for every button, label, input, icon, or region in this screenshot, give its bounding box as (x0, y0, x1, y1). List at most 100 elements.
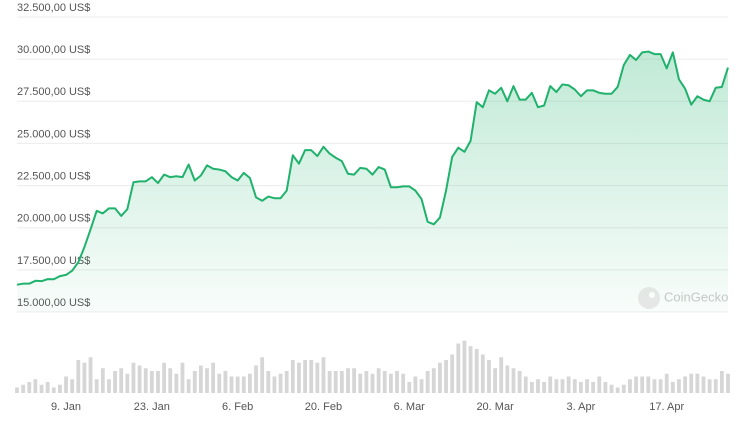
volume-bar (689, 373, 694, 393)
volume-bar (352, 368, 357, 393)
volume-bar (64, 376, 68, 393)
volume-bar (370, 373, 375, 393)
volume-bar (27, 382, 32, 393)
volume-bar (70, 379, 75, 393)
volume-bar (585, 379, 589, 393)
x-tick-label: 20. Feb (305, 401, 342, 413)
volume-bar (523, 376, 528, 393)
volume-bar (646, 376, 651, 393)
volume-bar (205, 368, 209, 393)
volume-bar (211, 362, 216, 393)
volume-bar (290, 360, 295, 393)
volume-bar (327, 371, 332, 393)
volume-bar (480, 354, 485, 393)
volume-bar (474, 349, 479, 393)
volume-bar (254, 365, 258, 393)
volume-bar (156, 371, 160, 393)
x-tick-label: 23. Jan (134, 401, 170, 413)
price-area (17, 51, 728, 313)
volume-bar (358, 373, 363, 393)
volume-bar (499, 357, 504, 393)
volume-bar (88, 357, 93, 393)
volume-bar (186, 379, 191, 393)
volume-bar (149, 371, 154, 393)
volume-bar (76, 360, 81, 393)
x-tick-label: 20. Mar (476, 401, 514, 413)
price-line (16, 50, 729, 286)
volume-bar (168, 368, 173, 393)
volume-bar (58, 384, 62, 393)
volume-bar (493, 368, 497, 393)
volume-bar (198, 365, 203, 393)
volume-bar (309, 360, 314, 393)
y-tick-label: 17.500,00 US$ (17, 255, 90, 267)
volume-bar (695, 373, 700, 393)
volume-bar (248, 373, 252, 393)
volume-bar (94, 379, 99, 393)
volume-bar (517, 371, 522, 393)
volume-bar (621, 384, 626, 393)
volume-bar (554, 379, 559, 393)
volume-bar (223, 371, 228, 393)
watermark-logo (638, 287, 660, 309)
volume-bar (597, 376, 602, 393)
volume-bar (591, 382, 596, 393)
x-tick-label: 9. Jan (51, 401, 81, 413)
volume-bar (297, 362, 301, 393)
volume-bar (303, 360, 307, 393)
volume-bar (266, 371, 271, 393)
volume-bar (505, 365, 510, 393)
volume-bar (346, 368, 350, 393)
volume-bar (376, 368, 381, 393)
watermark-logo-eye (649, 292, 655, 298)
volume-bar (192, 371, 197, 393)
volume-bar (284, 371, 289, 393)
volume-bar (677, 379, 681, 393)
volume-bar (609, 384, 614, 393)
volume-bar (119, 368, 124, 393)
volume-bar (364, 371, 369, 393)
x-tick-label: 3. Apr (567, 401, 596, 413)
x-tick-label: 6. Mar (394, 401, 426, 413)
volume-bar (560, 379, 565, 393)
volume-bar (162, 362, 167, 393)
volume-bar (137, 365, 142, 393)
volume-bar (578, 382, 583, 393)
volume-bar (33, 379, 38, 393)
volume-bar (658, 379, 663, 393)
volume-bar (419, 379, 424, 393)
volume-bar (707, 379, 712, 393)
volume-bar (431, 368, 436, 393)
volume-bar (468, 346, 473, 393)
volume-bar (131, 362, 136, 393)
volume-bar (413, 376, 418, 393)
volume-bar (174, 373, 179, 393)
volume-bar (45, 382, 50, 393)
volume-bar (425, 371, 430, 393)
volume-bar (333, 371, 338, 393)
watermark-text: CoinGecko (664, 289, 728, 304)
volume-bar (339, 371, 344, 393)
y-tick-label: 32.500,00 US$ (17, 2, 90, 14)
volume-bar (107, 379, 111, 393)
volume-bar (438, 362, 442, 393)
volume-bar (511, 368, 516, 393)
volume-bar (125, 373, 130, 393)
volume-bar (566, 376, 571, 393)
volume-bar (719, 371, 724, 393)
volume-bar (388, 373, 393, 393)
volume-bar (241, 376, 246, 393)
volume-bar (395, 371, 399, 393)
volume-bar (382, 371, 387, 393)
volume-bar (536, 379, 540, 393)
volume-bar (640, 376, 645, 393)
volume-bar (39, 384, 44, 393)
volume-bar (401, 373, 406, 393)
volume-bar (82, 362, 87, 393)
x-tick-label: 17. Apr (649, 401, 684, 413)
volume-bar (113, 371, 117, 393)
volume-bar (229, 376, 234, 393)
y-tick-label: 27.500,00 US$ (17, 86, 90, 98)
volume-bar (180, 362, 185, 393)
